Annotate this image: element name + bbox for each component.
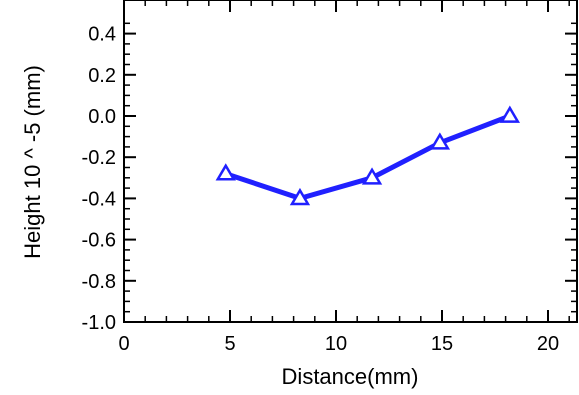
ticks: 0 5 10 15 20 0.4 0.2 0.0 -0.2 -0.4 -0.6 -0.8 -1.0 [82, 0, 577, 355]
data-point-marker [215, 163, 236, 181]
x-tick-label: 10 [325, 333, 347, 355]
data-point-marker [361, 167, 383, 185]
data-point-marker [289, 187, 311, 206]
y-tick-label: -1.0 [82, 312, 116, 334]
y-tick-label: -0.2 [82, 147, 116, 169]
x-tick-label: 5 [224, 333, 235, 355]
x-tick-label: 20 [537, 333, 559, 355]
x-tick-label: 15 [431, 333, 453, 355]
y-tick-label: 0.2 [88, 65, 116, 87]
x-tick-label: 0 [118, 333, 129, 355]
y-axis-label: Height 10 ^ -5 (mm) [20, 65, 45, 259]
y-tick-label: -0.8 [82, 271, 116, 293]
y-tick-label: 0.4 [88, 24, 116, 46]
y-tick-label: -0.6 [82, 230, 116, 252]
data-point-marker [499, 105, 521, 123]
series [215, 105, 521, 206]
y-tick-label: -0.4 [82, 188, 116, 210]
series-line [223, 113, 513, 201]
plot-frame [123, 0, 578, 323]
data-point-marker [429, 132, 451, 150]
y-tick-label: 0.0 [88, 106, 116, 128]
x-axis-label: Distance(mm) [282, 364, 419, 389]
